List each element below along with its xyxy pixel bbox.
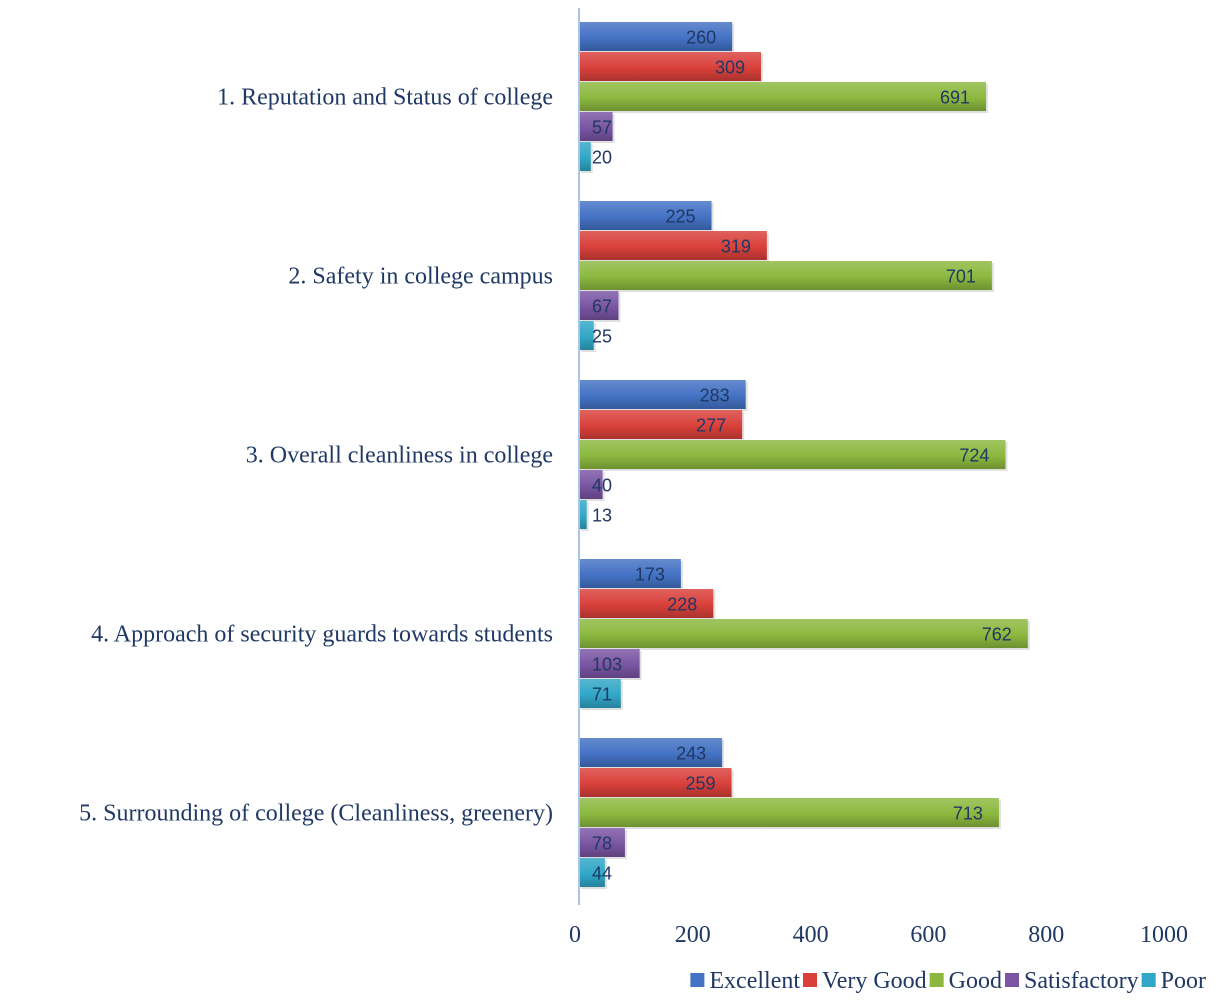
x-axis-tick-labels: 0 200 400 600 800 1000 bbox=[569, 922, 1188, 948]
legend-item-very-good: Very Good bbox=[803, 968, 927, 994]
legend-item-good: Good bbox=[929, 968, 1002, 994]
bar-satisfactory-cat5 bbox=[579, 828, 625, 857]
bar-good-cat4 bbox=[579, 619, 1028, 648]
legend-swatch-good bbox=[929, 973, 944, 987]
bar-poor-cat3 bbox=[579, 500, 587, 529]
legend-item-poor: Poor bbox=[1141, 968, 1206, 994]
bar-good-cat3 bbox=[579, 440, 1006, 469]
bar-poor-cat5 bbox=[579, 858, 605, 887]
legend-label-satisfactory: Satisfactory bbox=[1024, 968, 1139, 994]
data-label-good-cat4: 762 bbox=[982, 625, 1012, 645]
bar-poor-cat2 bbox=[579, 321, 594, 350]
data-label-very-good-cat4: 228 bbox=[667, 595, 697, 615]
data-label-poor-cat4: 71 bbox=[592, 685, 612, 705]
data-labels: 260 309 691 57 20 225 319 701 67 25 283 277 724 40 13 1… bbox=[592, 28, 1012, 884]
x-tick-label-0: 0 bbox=[569, 922, 581, 948]
x-tick-label-400: 400 bbox=[793, 922, 829, 948]
data-label-poor-cat3: 13 bbox=[592, 506, 612, 526]
legend-swatch-poor bbox=[1141, 973, 1156, 987]
bar-excellent-cat3 bbox=[579, 380, 746, 409]
bar-excellent-cat4 bbox=[579, 559, 681, 588]
data-label-good-cat1: 691 bbox=[940, 88, 970, 108]
x-tick-label-600: 600 bbox=[910, 922, 946, 948]
bar-poor-cat1 bbox=[579, 142, 591, 171]
legend-label-good: Good bbox=[949, 968, 1002, 994]
legend-item-excellent: Excellent bbox=[690, 968, 800, 994]
legend-label-excellent: Excellent bbox=[709, 968, 800, 994]
x-tick-label-1000: 1000 bbox=[1140, 922, 1188, 948]
x-tick-label-800: 800 bbox=[1028, 922, 1064, 948]
bar-excellent-cat1 bbox=[579, 22, 733, 51]
bar-poor-cat4 bbox=[579, 679, 621, 708]
data-label-satisfactory-cat2: 67 bbox=[592, 297, 612, 317]
bar-satisfactory-cat4 bbox=[579, 649, 640, 678]
bar-satisfactory-cat2 bbox=[579, 291, 619, 320]
data-label-very-good-cat5: 259 bbox=[686, 774, 716, 794]
bar-good-cat1 bbox=[579, 82, 986, 111]
bar-very-good-cat3 bbox=[579, 410, 743, 439]
bar-excellent-cat5 bbox=[579, 738, 723, 767]
legend: Excellent Very Good Good Satisfactory Poor bbox=[690, 968, 1206, 994]
data-label-satisfactory-cat5: 78 bbox=[592, 834, 612, 854]
data-label-good-cat2: 701 bbox=[946, 267, 976, 287]
bar-very-good-cat2 bbox=[579, 231, 767, 260]
legend-label-very-good: Very Good bbox=[822, 968, 927, 994]
data-label-satisfactory-cat4: 103 bbox=[592, 655, 622, 675]
bar-excellent-cat2 bbox=[579, 201, 712, 230]
data-label-excellent-cat1: 260 bbox=[686, 28, 716, 48]
bar-very-good-cat1 bbox=[579, 52, 762, 81]
category-label-1: 1. Reputation and Status of college bbox=[217, 85, 553, 111]
data-label-satisfactory-cat1: 57 bbox=[592, 118, 612, 138]
data-label-very-good-cat2: 319 bbox=[721, 237, 751, 257]
data-label-poor-cat1: 20 bbox=[592, 148, 612, 168]
data-label-very-good-cat1: 309 bbox=[715, 58, 745, 78]
legend-label-poor: Poor bbox=[1161, 968, 1206, 994]
data-label-good-cat3: 724 bbox=[959, 446, 989, 466]
category-label-2: 2. Safety in college campus bbox=[288, 264, 553, 290]
category-labels: 1. Reputation and Status of college 2. Sa… bbox=[79, 85, 553, 827]
category-label-4: 4. Approach of security guards towards s… bbox=[91, 622, 553, 648]
data-label-good-cat5: 713 bbox=[953, 804, 983, 824]
bar-satisfactory-cat1 bbox=[579, 112, 613, 141]
bar-satisfactory-cat3 bbox=[579, 470, 603, 499]
bar-good-cat5 bbox=[579, 798, 999, 827]
category-label-3: 3. Overall cleanliness in college bbox=[246, 443, 553, 469]
x-tick-label-200: 200 bbox=[675, 922, 711, 948]
data-label-excellent-cat4: 173 bbox=[635, 565, 665, 585]
bar-very-good-cat4 bbox=[579, 589, 714, 618]
bars-layer bbox=[579, 22, 1030, 889]
bar-very-good-cat5 bbox=[579, 768, 732, 797]
data-label-excellent-cat3: 283 bbox=[700, 386, 730, 406]
bar-good-cat2 bbox=[579, 261, 992, 290]
legend-swatch-excellent bbox=[690, 973, 705, 987]
category-label-5: 5. Surrounding of college (Cleanliness, … bbox=[79, 801, 553, 827]
data-label-satisfactory-cat3: 40 bbox=[592, 476, 612, 496]
legend-item-satisfactory: Satisfactory bbox=[1005, 968, 1139, 994]
legend-swatch-satisfactory bbox=[1005, 973, 1020, 987]
data-label-poor-cat2: 25 bbox=[592, 327, 612, 347]
data-label-poor-cat5: 44 bbox=[592, 864, 612, 884]
data-label-very-good-cat3: 277 bbox=[696, 416, 726, 436]
data-label-excellent-cat2: 225 bbox=[665, 207, 695, 227]
legend-swatch-very-good bbox=[803, 973, 818, 987]
data-label-excellent-cat5: 243 bbox=[676, 744, 706, 764]
